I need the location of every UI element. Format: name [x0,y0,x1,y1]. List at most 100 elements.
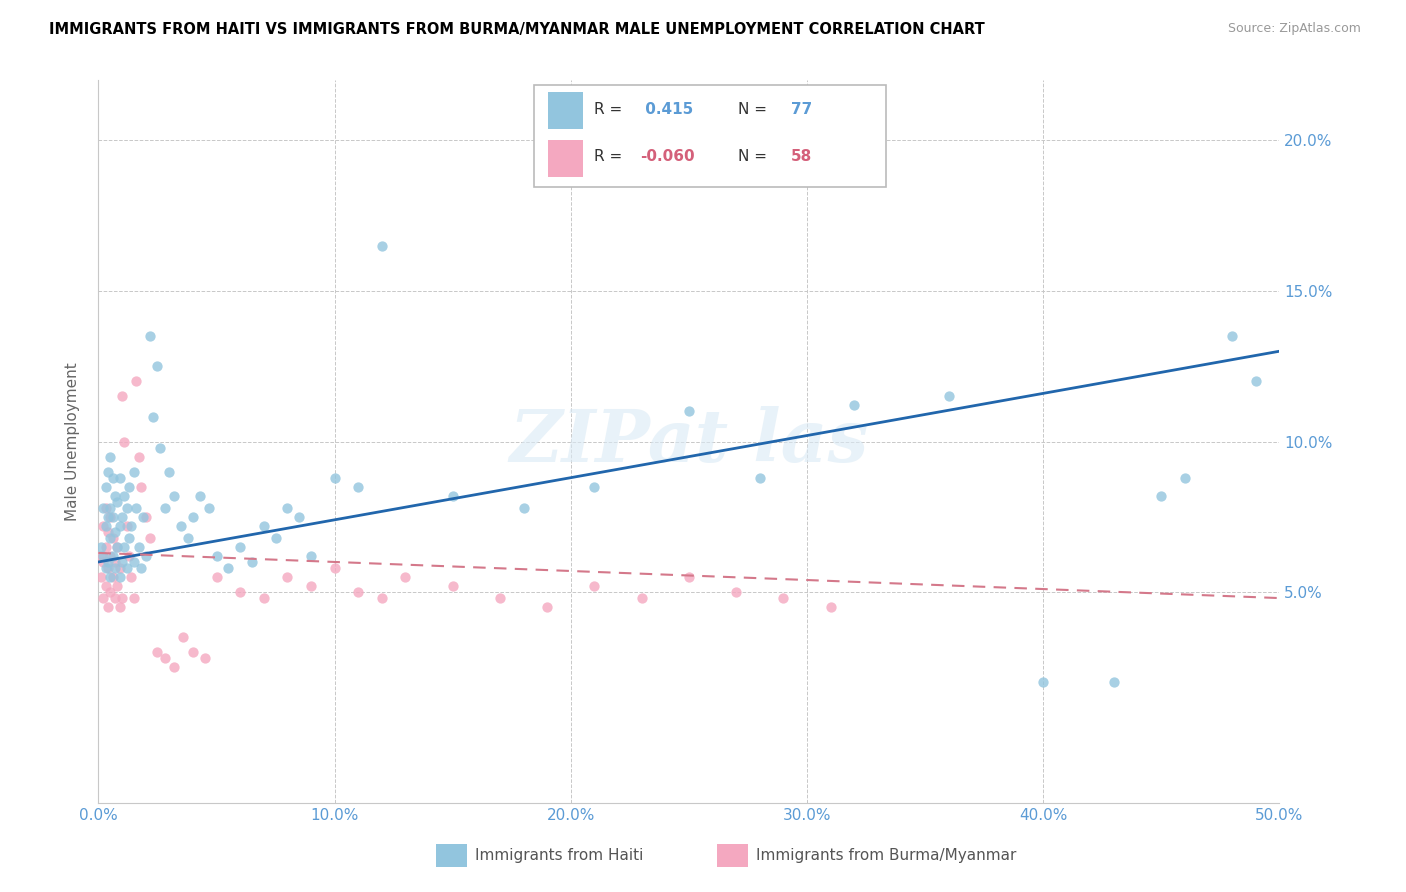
Point [1174,470,1197,484]
Bar [548,140,583,177]
Point [122,465,145,479]
Point [181,509,204,524]
Point [276,570,298,584]
Point [441,489,464,503]
Point [153,651,176,665]
Point [108,561,131,575]
Point [97,561,120,575]
Point [1102,675,1125,690]
Point [170,518,193,533]
Point [90,549,112,563]
Text: Immigrants from Haiti: Immigrants from Haiti [475,848,644,863]
Point [142,410,165,425]
Point [1032,675,1054,690]
Point [276,500,298,515]
Point [125,374,148,388]
Point [121,518,143,533]
Point [299,549,322,563]
Point [748,470,770,484]
Point [94,540,117,554]
Point [583,480,606,494]
Point [98,531,121,545]
Point [135,549,157,563]
Text: Source: ZipAtlas.com: Source: ZipAtlas.com [1227,22,1361,36]
Text: ZIPat las: ZIPat las [509,406,869,477]
Point [132,509,155,524]
Point [122,555,145,569]
Point [112,540,135,554]
Point [101,509,124,524]
Point [323,561,346,575]
Point [299,579,322,593]
Point [163,489,186,503]
Point [135,509,157,524]
Point [772,591,794,606]
Bar [548,92,583,128]
Point [104,524,127,539]
Point [98,500,121,515]
Point [194,651,217,665]
Point [489,591,512,606]
Point [115,500,138,515]
Point [253,518,276,533]
Point [347,585,370,599]
Point [128,540,150,554]
Point [108,600,131,615]
Point [536,600,558,615]
Point [146,645,169,659]
Point [91,549,114,563]
Point [98,570,121,584]
Point [371,591,394,606]
Point [129,561,152,575]
Text: R =: R = [593,149,627,164]
Point [118,531,141,545]
Point [1220,329,1243,343]
Point [90,540,112,554]
Point [108,570,131,584]
Point [111,389,134,403]
Point [104,591,127,606]
Point [394,570,416,584]
Point [98,549,121,563]
Point [583,579,606,593]
Point [371,239,394,253]
Point [163,660,186,674]
Point [101,470,124,484]
Point [205,570,228,584]
Point [264,531,287,545]
Point [128,450,150,464]
Point [101,531,124,545]
Point [91,500,114,515]
Point [149,441,172,455]
Point [97,509,120,524]
Point [101,549,124,563]
Point [111,509,134,524]
Point [112,434,135,449]
Point [112,489,135,503]
Point [725,585,748,599]
Point [105,494,128,508]
Point [108,518,131,533]
Point [678,570,700,584]
Text: R =: R = [593,103,627,118]
Point [122,591,145,606]
Point [139,329,162,343]
Text: 0.415: 0.415 [640,103,693,118]
Point [111,591,134,606]
Text: Immigrants from Burma/Myanmar: Immigrants from Burma/Myanmar [756,848,1017,863]
Point [820,600,842,615]
Point [1150,489,1173,503]
Point [118,480,141,494]
Y-axis label: Male Unemployment: Male Unemployment [65,362,80,521]
Point [104,489,127,503]
Point [129,480,152,494]
Text: N =: N = [738,103,772,118]
Point [157,465,180,479]
Point [115,518,138,533]
Point [104,555,127,569]
Point [97,600,120,615]
Point [91,591,114,606]
Text: 77: 77 [790,103,813,118]
Point [101,570,124,584]
Point [104,561,127,575]
